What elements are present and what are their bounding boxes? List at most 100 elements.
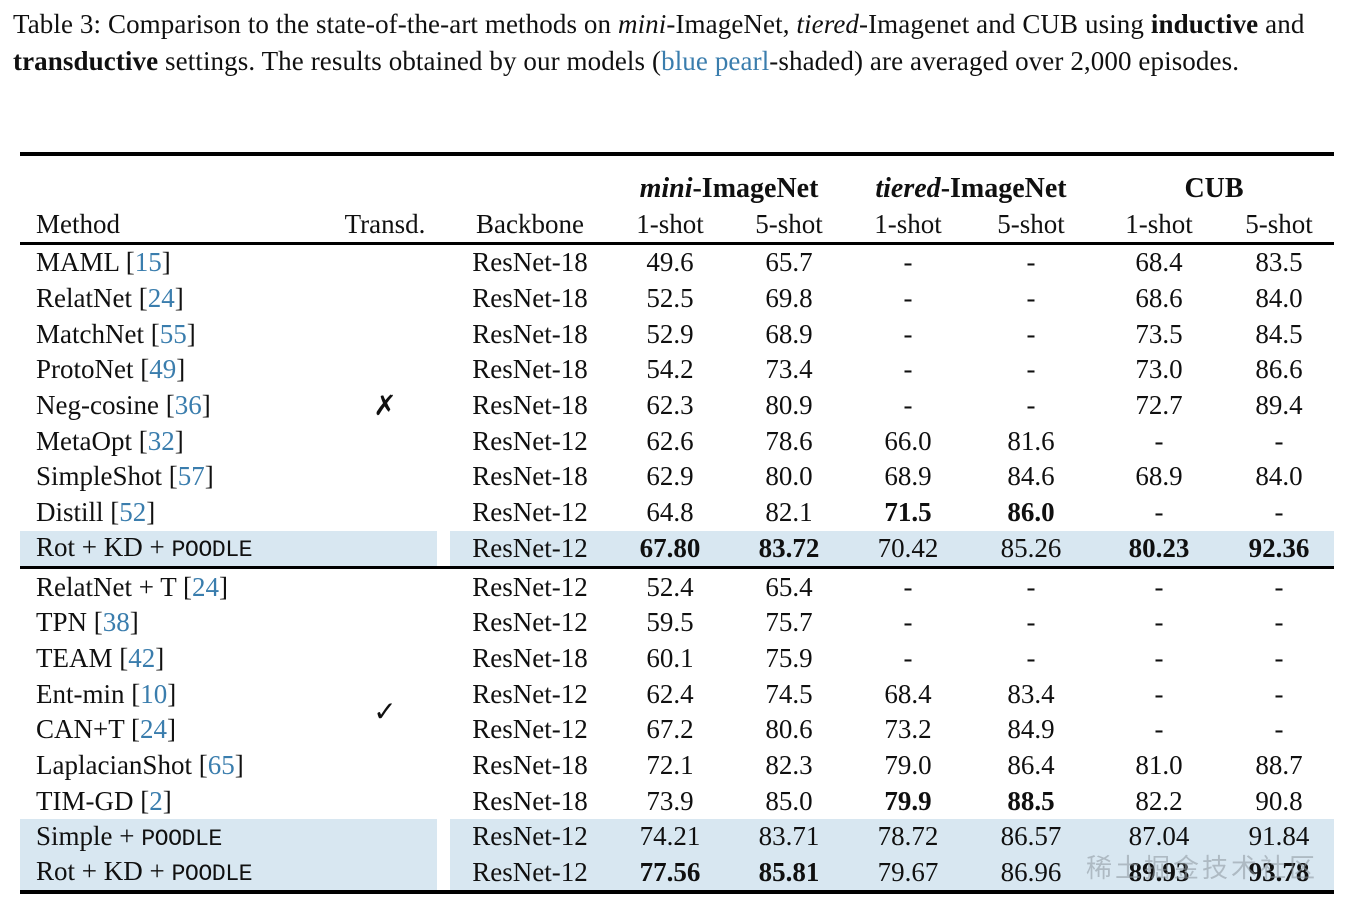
value-cell: 85.0 xyxy=(765,785,813,816)
group-header-row: mini-ImageNet tiered-ImageNet CUB xyxy=(20,154,1334,207)
value-cell: 84.9 xyxy=(1007,714,1055,745)
citation-number: 42 xyxy=(128,642,156,673)
value-cell: - xyxy=(1026,607,1036,638)
value-cell: 71.5 xyxy=(884,497,932,528)
value-cell: 73.4 xyxy=(765,354,813,385)
citation-number: 49 xyxy=(149,354,177,385)
backbone-cell: ResNet-12 xyxy=(472,678,588,709)
value-cell: 68.9 xyxy=(1135,461,1183,492)
value-cell: 62.6 xyxy=(646,425,694,456)
table-row: TPN [38] ResNet-12 59.5 75.7 - - - - xyxy=(20,605,1334,641)
transductive-cell xyxy=(320,783,450,819)
citation-number: 57 xyxy=(177,461,205,492)
method-label: CAN+T xyxy=(36,714,125,745)
value-cell: 84.6 xyxy=(1007,461,1055,492)
caption-text: settings. The results obtained by our mo… xyxy=(158,45,662,76)
caption-text: tiered xyxy=(796,9,859,39)
value-cell: 81.6 xyxy=(1007,425,1055,456)
value-cell: - xyxy=(903,642,913,673)
method-cell: MAML [15] xyxy=(36,247,171,278)
dataset-group-header: mini-ImageNet xyxy=(610,154,848,207)
table-row: MAML [15] ResNet-18 49.6 65.7 - - 68.4 83.5 xyxy=(20,244,1334,281)
column-header: Backbone xyxy=(450,207,610,245)
citation-number: 15 xyxy=(134,247,162,278)
dataset-name: -ImageNet xyxy=(692,173,819,204)
value-cell: - xyxy=(1026,318,1036,349)
value-cell: 83.71 xyxy=(730,819,848,855)
method-cell: Neg-cosine [36] xyxy=(36,390,211,421)
column-header: 1-shot xyxy=(1094,207,1225,245)
value-cell: - xyxy=(1274,497,1284,528)
method-label-mono: POODLE xyxy=(171,861,253,888)
method-label: Rot + KD + xyxy=(36,856,172,887)
caption-text: Table 3: Comparison to the state-of-the-… xyxy=(13,9,618,39)
value-cell: 86.6 xyxy=(1255,354,1303,385)
table-row: Rot + KD + POODLE ResNet-12 77.56 85.81 79.6… xyxy=(20,854,1335,893)
dataset-group-header: tiered-ImageNet xyxy=(848,154,1094,207)
value-cell: 62.9 xyxy=(646,461,694,492)
method-label: Rot + KD + xyxy=(36,532,172,563)
transductive-cell: ✓ xyxy=(320,676,450,726)
method-cell: Ent-min [10] xyxy=(36,678,177,709)
value-cell: 68.4 xyxy=(1135,247,1183,278)
value-cell: 86.4 xyxy=(1007,749,1055,780)
method-label: RelatNet xyxy=(36,283,132,314)
transductive-cell xyxy=(320,459,450,495)
backbone-cell: ResNet-18 xyxy=(472,247,588,278)
method-cell: SimpleShot [57] xyxy=(36,461,214,492)
value-cell: 62.3 xyxy=(646,390,694,421)
caption-text: -shaded) are averaged over 2,000 episode… xyxy=(769,45,1240,76)
transductive-cell xyxy=(320,423,450,459)
value-cell: 74.21 xyxy=(610,819,730,855)
method-cell: LaplacianShot [65] xyxy=(36,749,244,780)
value-cell: 73.9 xyxy=(646,785,694,816)
citation-number: 24 xyxy=(140,714,167,745)
dataset-name: -ImageNet xyxy=(940,173,1067,204)
value-cell: - xyxy=(1154,425,1164,456)
transductive-cell: ✗ xyxy=(320,388,450,424)
value-cell: 69.8 xyxy=(765,283,813,314)
backbone-cell: ResNet-12 xyxy=(450,819,610,855)
caption-text: inductive xyxy=(1150,9,1259,39)
value-cell: 59.5 xyxy=(646,607,694,638)
method-label: MatchNet xyxy=(36,318,144,349)
table-row: RelatNet [24] ResNet-18 52.5 69.8 - - 68.6 84.0 xyxy=(20,281,1334,317)
value-cell: 86.57 xyxy=(968,819,1095,855)
method-label: Distill xyxy=(36,497,104,528)
citation-number: 36 xyxy=(174,390,202,421)
value-cell: 82.1 xyxy=(765,497,813,528)
value-cell: 84.0 xyxy=(1255,283,1303,314)
method-label-mono: POODLE xyxy=(171,537,253,564)
value-cell: 80.9 xyxy=(765,390,813,421)
value-cell: 84.5 xyxy=(1255,318,1303,349)
backbone-cell: ResNet-12 xyxy=(450,854,610,893)
header-spacer xyxy=(20,154,610,207)
value-cell: - xyxy=(1224,566,1335,605)
citation-number: 32 xyxy=(147,425,175,456)
value-cell: - xyxy=(1094,566,1225,605)
value-cell: - xyxy=(1274,714,1284,745)
backbone-cell: ResNet-12 xyxy=(472,497,588,528)
value-cell: - xyxy=(1026,247,1036,278)
method-cell: TPN [38] xyxy=(36,607,139,638)
citation-number: 10 xyxy=(140,678,168,709)
dataset-group-header: CUB xyxy=(1094,154,1334,207)
value-cell: 78.6 xyxy=(765,425,813,456)
backbone-cell: ResNet-18 xyxy=(472,283,588,314)
value-cell: - xyxy=(1274,642,1284,673)
transductive-cell xyxy=(320,566,450,605)
method-label: Neg-cosine xyxy=(36,390,159,421)
value-cell: 83.5 xyxy=(1255,247,1303,278)
table-row: Simple + POODLE ResNet-12 74.21 83.71 78.72 8… xyxy=(20,819,1335,855)
value-cell: - xyxy=(903,318,913,349)
table-row: CAN+T [24] ResNet-12 67.2 80.6 73.2 84.9 - - xyxy=(20,712,1334,748)
backbone-cell: ResNet-18 xyxy=(472,642,588,673)
value-cell: 72.7 xyxy=(1135,390,1183,421)
table-row: MetaOpt [32] ResNet-12 62.6 78.6 66.0 81.6 - - xyxy=(20,423,1334,459)
method-label: TEAM xyxy=(36,642,113,673)
value-cell: 67.80 xyxy=(610,530,730,568)
method-cell: MatchNet [55] xyxy=(36,318,196,349)
value-cell: - xyxy=(968,566,1095,605)
value-cell: - xyxy=(1026,354,1036,385)
value-cell: 81.0 xyxy=(1135,749,1183,780)
